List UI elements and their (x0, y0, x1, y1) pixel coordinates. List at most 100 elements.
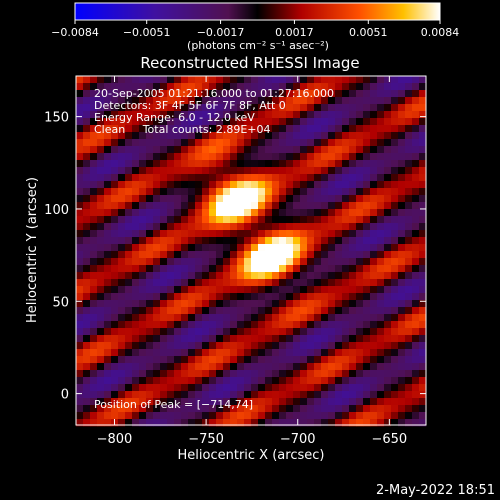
heatmap-cell (293, 419, 301, 427)
heatmap-cell (258, 97, 266, 105)
heatmap-cell (83, 314, 91, 322)
heatmap-cell (307, 132, 315, 140)
heatmap-cell (90, 384, 98, 392)
heatmap-cell (216, 356, 224, 364)
heatmap-cell (251, 258, 259, 266)
heatmap-cell (167, 174, 175, 182)
heatmap-cell (251, 251, 259, 259)
heatmap-cell (258, 279, 266, 287)
heatmap-cell (272, 265, 280, 273)
heatmap-cell (244, 174, 252, 182)
heatmap-cell (223, 349, 231, 357)
heatmap-cell (111, 405, 119, 413)
heatmap-cell (419, 363, 427, 371)
heatmap-cell (251, 398, 259, 406)
heatmap-cell (405, 412, 413, 420)
heatmap-cell (160, 97, 168, 105)
heatmap-cell (272, 377, 280, 385)
heatmap-cell (118, 153, 126, 161)
heatmap-cell (153, 153, 161, 161)
heatmap-cell (237, 405, 245, 413)
heatmap-cell (349, 76, 357, 84)
heatmap-cell (216, 125, 224, 133)
heatmap-cell (174, 349, 182, 357)
heatmap-cell (349, 293, 357, 301)
heatmap-cell (230, 265, 238, 273)
heatmap-cell (370, 230, 378, 238)
heatmap-cell (118, 83, 126, 91)
heatmap-cell (167, 160, 175, 168)
heatmap-cell (181, 377, 189, 385)
heatmap-cell (363, 188, 371, 196)
heatmap-cell (286, 97, 294, 105)
heatmap-cell (349, 419, 357, 427)
heatmap-cell (405, 132, 413, 140)
heatmap-cell (209, 314, 217, 322)
heatmap-cell (202, 349, 210, 357)
heatmap-cell (356, 188, 364, 196)
colorbar-tick-label: 0.0017 (275, 26, 314, 39)
heatmap-cell (258, 76, 266, 84)
heatmap-cell (251, 300, 259, 308)
heatmap-cell (321, 384, 329, 392)
heatmap-cell (216, 132, 224, 140)
heatmap-cell (321, 174, 329, 182)
heatmap-cell (342, 335, 350, 343)
heatmap-cell (230, 216, 238, 224)
heatmap-cell (265, 111, 273, 119)
heatmap-cell (146, 314, 154, 322)
heatmap-cell (370, 174, 378, 182)
heatmap-cell (349, 391, 357, 399)
heatmap-cell (83, 286, 91, 294)
heatmap-cell (125, 258, 133, 266)
heatmap-cell (111, 195, 119, 203)
heatmap-cell (104, 167, 112, 175)
heatmap-cell (419, 90, 427, 98)
heatmap-cell (160, 293, 168, 301)
heatmap-cell (419, 398, 427, 406)
heatmap-cell (377, 132, 385, 140)
heatmap-cell (237, 83, 245, 91)
heatmap-cell (265, 293, 273, 301)
heatmap-cell (286, 111, 294, 119)
heatmap-cell (202, 202, 210, 210)
heatmap-cell (286, 391, 294, 399)
heatmap-cell (300, 202, 308, 210)
heatmap-cell (97, 76, 105, 84)
heatmap-cell (335, 188, 343, 196)
heatmap-cell (216, 195, 224, 203)
heatmap-cell (230, 258, 238, 266)
heatmap-cell (153, 132, 161, 140)
heatmap-cell (132, 90, 140, 98)
heatmap-cell (188, 321, 196, 329)
heatmap-cell (265, 328, 273, 336)
heatmap-cell (237, 419, 245, 427)
heatmap-cell (370, 139, 378, 147)
heatmap-cell (202, 195, 210, 203)
heatmap-cell (195, 188, 203, 196)
heatmap-cell (209, 132, 217, 140)
heatmap-cell (342, 125, 350, 133)
heatmap-cell (195, 216, 203, 224)
heatmap-cell (146, 405, 154, 413)
heatmap-cell (237, 272, 245, 280)
heatmap-cell (139, 356, 147, 364)
heatmap-cell (146, 153, 154, 161)
heatmap-cell (146, 377, 154, 385)
heatmap-cell (188, 342, 196, 350)
heatmap-cell (244, 251, 252, 259)
heatmap-cell (307, 272, 315, 280)
heatmap-cell (209, 363, 217, 371)
heatmap-cell (118, 125, 126, 133)
annotation-time-range: 20-Sep-2005 01:21:16.000 to 01:27:16.000 (94, 87, 334, 100)
heatmap-cell (384, 118, 392, 126)
heatmap-cell (181, 104, 189, 112)
heatmap-cell (363, 209, 371, 217)
heatmap-cell (90, 118, 98, 126)
heatmap-cell (146, 356, 154, 364)
colorbar-tick-label: −0.0051 (123, 26, 171, 39)
heatmap-cell (335, 97, 343, 105)
heatmap-cell (230, 356, 238, 364)
heatmap-cell (314, 223, 322, 231)
heatmap-cell (153, 391, 161, 399)
